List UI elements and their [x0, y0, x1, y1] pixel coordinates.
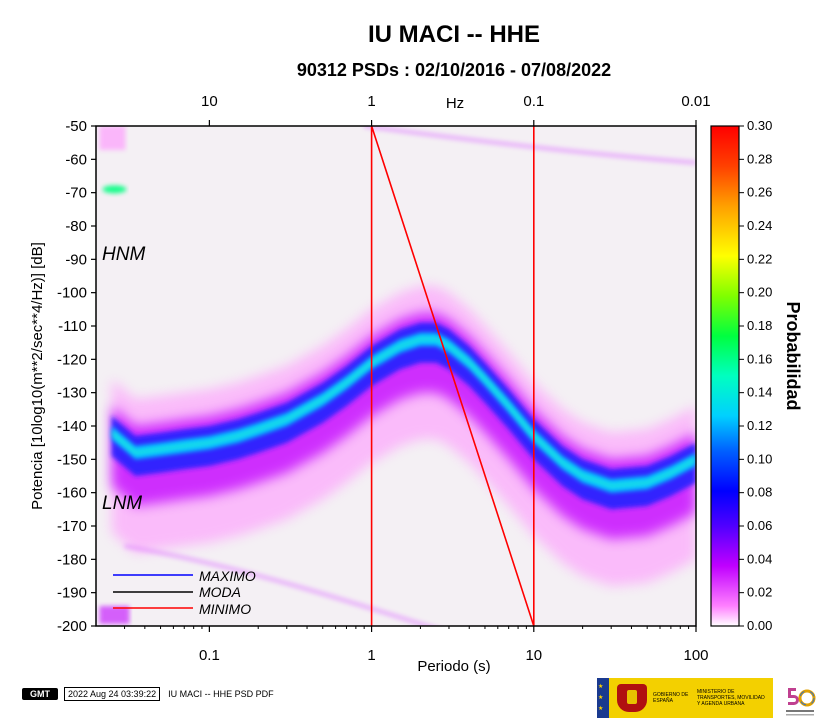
density-outer-band: [111, 286, 696, 586]
y-tick-label: -60: [65, 151, 87, 168]
top-axis-label: Hz: [446, 95, 464, 112]
short-period-top-patch: [99, 126, 126, 150]
colorbar-tick-label: 0.26: [747, 185, 772, 200]
chart-subtitle: 90312 PSDs : 02/10/2016 - 07/08/2022: [297, 60, 611, 80]
y-tick-label: -100: [57, 285, 87, 302]
short-period-bottom-patch: [99, 606, 130, 624]
y-tick-label: -200: [57, 618, 87, 635]
file-name: IU MACI -- HHE PSD PDF: [168, 689, 274, 699]
top-tick-label: 10: [201, 93, 218, 110]
density-layer: [99, 126, 696, 626]
colorbar-tick-label: 0.28: [747, 151, 772, 166]
gov-logo-text: GOBIERNO DE ESPAÑA: [653, 692, 689, 704]
top-tick-label: 1: [367, 93, 375, 110]
y-tick-label: -110: [58, 318, 87, 335]
lnm-label: LNM: [102, 493, 142, 514]
legend-label-minimo: MINIMO: [199, 601, 251, 617]
colorbar-tick-label: 0.00: [747, 618, 772, 633]
minimum-line: [370, 126, 535, 626]
x-tick-label: 1: [367, 647, 375, 664]
x-axis-label: Periodo (s): [417, 658, 490, 675]
short-period-spot: [102, 185, 127, 194]
y-tick-label: -120: [57, 351, 87, 368]
legend-label-maximo: MAXIMO: [199, 568, 256, 584]
y-tick-label: -190: [57, 585, 87, 602]
footer: GMT 2022 Aug 24 03:39:22 IU MACI -- HHE …: [22, 686, 274, 702]
density-core-band: [111, 322, 696, 510]
gmt-logo: GMT: [22, 688, 58, 700]
colorbar-tick-label: 0.06: [747, 518, 772, 533]
colorbar-tick-label: 0.02: [747, 585, 772, 600]
colorbar-tick-label: 0.08: [747, 485, 772, 500]
y-tick-label: -70: [65, 185, 87, 202]
x-tick-label: 10: [525, 647, 542, 664]
legend-label-moda: MODA: [199, 584, 241, 600]
lnm-trace: [124, 544, 435, 626]
y-tick-label: -150: [57, 451, 87, 468]
chart-title: IU MACI -- HHE: [368, 21, 540, 48]
top-axis-ticks: 10 1 0.1 0.01: [201, 93, 711, 126]
y-tick-label: -130: [57, 385, 87, 402]
y-tick-label: -170: [57, 518, 87, 535]
minimum-lines: [370, 126, 535, 626]
y-axis-label: Potencia [10log10(m**2/sec**4/Hz)] [dB]: [29, 242, 46, 510]
hnm-trace: [363, 126, 696, 165]
colorbar-tick-label: 0.16: [747, 351, 772, 366]
eu-flag-icon: [597, 678, 609, 718]
colorbar-tick-label: 0.30: [747, 118, 772, 133]
y-tick-label: -90: [65, 251, 87, 268]
top-tick-label: 0.1: [523, 93, 544, 110]
y-tick-label: -50: [65, 118, 87, 135]
y-tick-label: -180: [57, 551, 87, 568]
colorbar-tick-label: 0.24: [747, 218, 772, 233]
hnm-label: HNM: [102, 244, 145, 265]
plot-frame: [95, 125, 697, 627]
psd-chart: IU MACI -- HHE 90312 PSDs : 02/10/2016 -…: [29, 21, 803, 675]
top-tick-label: 0.01: [681, 93, 710, 110]
y-tick-label: -160: [57, 485, 87, 502]
ministry-logo-text: MINISTERIO DE TRANSPORTES, MOVILIDAD Y A…: [697, 689, 765, 707]
government-logo: GOBIERNO DE ESPAÑA MINISTERIO DE TRANSPO…: [597, 678, 773, 718]
legend: MAXIMO MODA MINIMO: [113, 568, 256, 617]
colorbar-tick-label: 0.04: [747, 551, 772, 566]
y-tick-label: -140: [57, 418, 87, 435]
colorbar: [710, 125, 740, 627]
colorbar-tick-label: 0.20: [747, 285, 772, 300]
ign-anniversary-logo: [780, 682, 820, 718]
timestamp: 2022 Aug 24 03:39:22: [64, 687, 161, 701]
y-axis-ticks: -50 -60 -70 -80 -90 -100 -110 -120 -130 -140 -150 -…: [57, 118, 96, 635]
density-mid-band: [111, 312, 696, 540]
colorbar-tick-label: 0.12: [747, 418, 772, 433]
y-tick-label: -80: [65, 218, 87, 235]
colorbar-ticks: 0.30 0.28 0.26 0.24 0.22 0.20 0.18 0.16 0.14 0.12…: [739, 118, 772, 633]
density-peak-band: [111, 332, 696, 493]
x-tick-label: 0.1: [199, 647, 220, 664]
colorbar-tick-label: 0.10: [747, 451, 772, 466]
mode-curve: [111, 338, 696, 488]
colorbar-tick-label: 0.14: [747, 385, 772, 400]
x-tick-label: 100: [683, 647, 708, 664]
coat-of-arms-icon: [617, 684, 647, 712]
colorbar-label: Probabilidad: [783, 301, 803, 410]
x-axis-ticks: 0.1 1 10 100: [124, 626, 709, 664]
colorbar-tick-label: 0.18: [747, 318, 772, 333]
colorbar-tick-label: 0.22: [747, 251, 772, 266]
